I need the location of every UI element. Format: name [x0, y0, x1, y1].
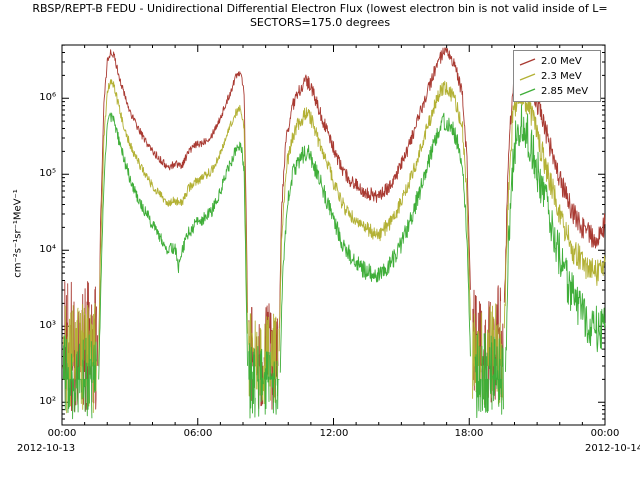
chart-title-line1: RBSP/REPT-B FEDU - Unidirectional Differ…: [32, 2, 608, 15]
legend-item: 2.3 MeV: [518, 69, 596, 84]
x-date-label: 2012-10-14: [585, 443, 640, 454]
x-tick-label: 00:00: [47, 428, 77, 439]
y-tick-label: 10³: [39, 320, 56, 331]
legend-label: 2.0 MeV: [541, 55, 582, 67]
legend-line-yellow-icon: [519, 72, 536, 81]
x-tick-label: 06:00: [183, 428, 213, 439]
legend: 2.0 MeV 2.3 MeV 2.85 MeV: [513, 50, 601, 102]
x-tick-label: 18:00: [454, 428, 484, 439]
x-tick-label: 00:00: [590, 428, 620, 439]
y-tick-label: 10⁶: [39, 92, 56, 103]
legend-item: 2.0 MeV: [518, 54, 596, 69]
legend-item: 2.85 MeV: [518, 84, 596, 99]
legend-label: 2.85 MeV: [541, 85, 589, 97]
legend-line-red-icon: [519, 57, 536, 66]
x-date-label: 2012-10-13: [17, 443, 76, 454]
y-tick-label: 10⁴: [39, 244, 56, 255]
legend-line-green-icon: [519, 87, 536, 96]
y-tick-label: 10⁵: [39, 168, 56, 179]
x-tick-label: 12:00: [319, 428, 349, 439]
chart-title-line2: SECTORS=175.0 degrees: [249, 16, 391, 29]
y-tick-label: 10²: [39, 396, 56, 407]
legend-label: 2.3 MeV: [541, 70, 582, 82]
